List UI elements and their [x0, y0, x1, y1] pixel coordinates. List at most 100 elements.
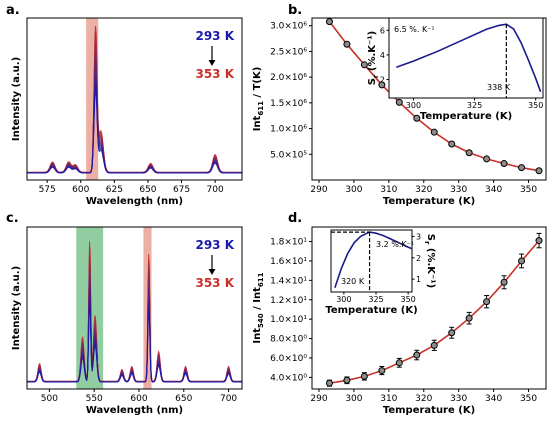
data-point	[360, 61, 368, 69]
y-tick-label: 2.0×10⁶	[270, 73, 307, 83]
data-point	[325, 18, 333, 26]
plot-frame	[26, 226, 243, 390]
x-tick-label: 700	[207, 185, 224, 195]
data-point	[448, 140, 456, 148]
spectrum-series	[27, 294, 242, 383]
y-axis-label: Int611 / T(K)	[252, 67, 265, 132]
panel-b: b. 290 300 310 320 330 340 350 5.0×10⁵ 1.0×10⁶ 1.5…	[252, 3, 547, 207]
data-point	[360, 372, 368, 380]
x-tick-label: 330	[450, 185, 467, 195]
inset-curve	[396, 23, 542, 93]
y-tick-label: 2.5×10⁶	[270, 47, 307, 57]
panel-c: c. 500 550 600 650 700 Wavelength (nm) Intensit…	[6, 211, 243, 416]
inset-x-tick-label: 350	[401, 295, 416, 304]
spectrum-series	[27, 89, 242, 174]
spectrum-series	[27, 283, 242, 383]
spectrum-series	[27, 241, 242, 382]
data-point	[448, 329, 456, 337]
x-tick-label: 600	[72, 185, 89, 195]
spectrum-series	[27, 72, 242, 174]
spectrum-series	[27, 66, 242, 174]
x-tick-label: 650	[175, 394, 192, 404]
data-point	[500, 160, 508, 168]
inset-frame	[388, 17, 544, 99]
x-tick-label: 320	[415, 394, 432, 404]
inset-y-tick-label: 6	[380, 26, 385, 35]
spectrum-series	[27, 246, 242, 382]
inset-x-axis-label: Temperature (K)	[325, 305, 417, 316]
x-axis-label: Wavelength (nm)	[86, 405, 183, 416]
x-tick-label: 600	[130, 394, 147, 404]
x-tick-label: 320	[415, 185, 432, 195]
data-point	[430, 128, 438, 136]
x-tick-label: 675	[173, 185, 190, 195]
y-tick-label: 3.0×10⁶	[270, 22, 307, 32]
y-axis-label: Intensity (a.u.)	[11, 266, 22, 350]
x-tick-label: 300	[345, 185, 362, 195]
spectrum-series	[27, 26, 242, 173]
panel-label: d.	[288, 211, 302, 226]
inset-x-tick-label: 350	[528, 101, 543, 110]
x-tick-label: 350	[520, 394, 537, 404]
inset-y-tick-label: 1	[416, 275, 421, 284]
data-point	[413, 114, 421, 122]
spectrum-series	[27, 278, 242, 383]
spectrum-series	[27, 32, 242, 173]
spectrum-series	[27, 251, 242, 382]
y-tick-label: 1.8×10¹	[270, 238, 307, 248]
legend-arrow-head	[208, 269, 216, 275]
inset-y-axis-label: Sr (%.K⁻¹)	[367, 31, 380, 86]
legend-arrow-head	[208, 60, 216, 66]
x-tick-label: 500	[41, 394, 58, 404]
data-point	[343, 40, 351, 48]
data-point	[413, 351, 421, 359]
inset-y-tick-label: 3	[416, 232, 421, 241]
x-tick-label: 340	[485, 185, 502, 195]
inset-y-tick-label: 2	[416, 254, 421, 263]
y-tick-label: 1.6×10¹	[270, 257, 307, 267]
legend-top-label: 293 K	[195, 29, 234, 43]
spectrum-series	[27, 304, 242, 383]
data-point	[395, 359, 403, 367]
inset-y-tick-label: 2	[380, 76, 385, 85]
x-tick-label: 700	[220, 394, 237, 404]
inset-x-tick-label: 325	[467, 101, 482, 110]
data-point	[518, 257, 526, 265]
x-tick-label: 310	[380, 394, 397, 404]
data-point	[325, 379, 333, 387]
inset-peak-temperature: 320 K	[341, 277, 365, 286]
panel-d: d. 290 300 310 320 330 340 350 4.0×10⁰ 6.0×10⁰ 8.0…	[252, 211, 547, 416]
y-axis-label: Int540 / Int611	[252, 272, 265, 343]
spectrum-series	[27, 37, 242, 173]
x-tick-label: 575	[39, 185, 56, 195]
y-tick-label: 1.0×10¹	[270, 315, 307, 325]
x-tick-label: 650	[139, 185, 156, 195]
legend-top-label: 293 K	[195, 238, 234, 252]
inset-y-tick-label: 4	[380, 51, 385, 60]
data-point	[395, 98, 403, 106]
x-axis-label: Temperature (K)	[383, 405, 475, 416]
plot-frame	[311, 226, 547, 390]
y-tick-label: 4.0×10⁰	[270, 373, 307, 383]
y-tick-label: 6.0×10⁰	[270, 354, 307, 364]
y-tick-label: 1.4×10¹	[270, 276, 307, 286]
x-tick-label: 310	[380, 185, 397, 195]
x-axis-label: Wavelength (nm)	[86, 196, 183, 207]
data-point	[378, 367, 386, 375]
data-point	[483, 155, 491, 163]
y-tick-label: 5.0×10⁵	[270, 150, 307, 160]
y-tick-label: 8.0×10⁰	[270, 335, 307, 345]
y-tick-label: 1.5×10⁶	[270, 99, 307, 109]
data-point	[535, 237, 543, 245]
data-point	[535, 167, 543, 175]
data-point	[343, 376, 351, 384]
panel-label: a.	[6, 3, 20, 18]
panel-a: a. 575 600 625 650 675 700 Wavelength (nm) Inten…	[6, 3, 243, 207]
data-point	[465, 314, 473, 322]
y-tick-label: 1.2×10¹	[270, 296, 307, 306]
spectrum-series	[27, 288, 242, 383]
x-axis-label: Temperature (K)	[383, 196, 475, 207]
inset-y-axis-label: Sr (%.K⁻¹)	[423, 234, 436, 289]
x-tick-label: 625	[106, 185, 123, 195]
